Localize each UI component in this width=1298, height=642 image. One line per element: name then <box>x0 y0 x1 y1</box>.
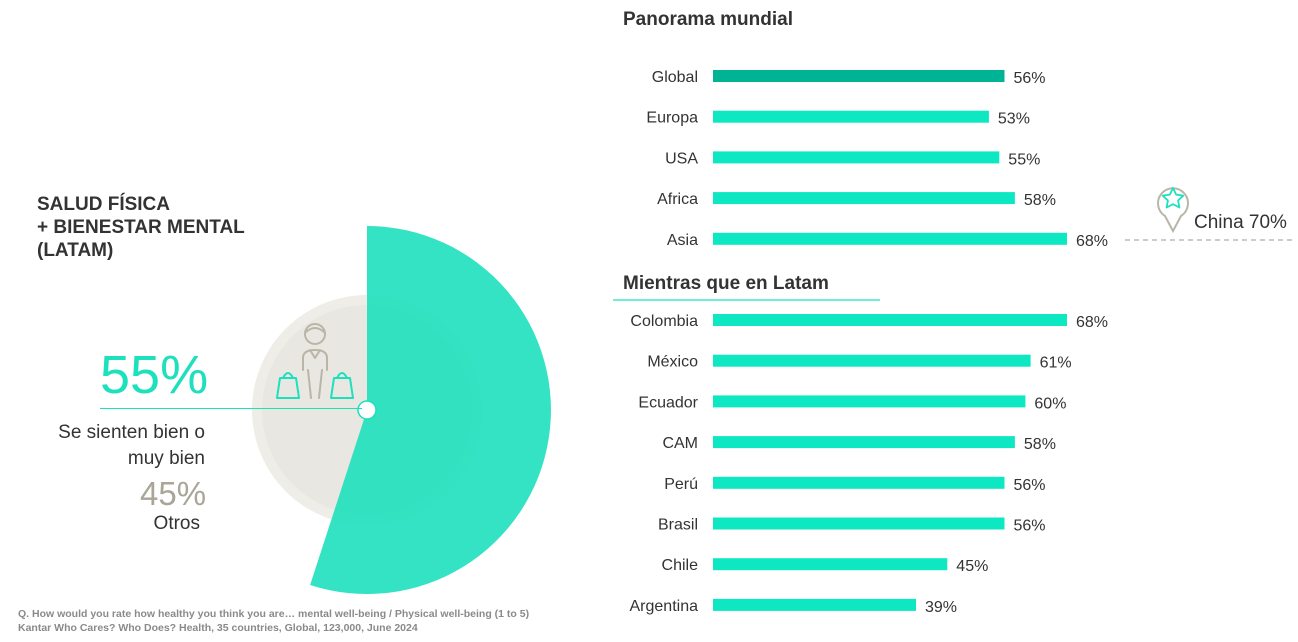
other-value-label: Otros <box>153 513 200 534</box>
pie-chart <box>252 226 551 594</box>
latam-category-label: Argentina <box>630 598 699 615</box>
chart-title-latam: Mientras que en Latam <box>623 273 829 294</box>
world-value-label: 58% <box>1024 192 1056 209</box>
latam-value-label: 39% <box>925 599 957 616</box>
latam-bar-group: Colombia 68% México 61% Ecuador 60% CAM 58% Perú… <box>630 313 1109 616</box>
world-bar <box>713 192 1015 205</box>
china-callout: China 70% <box>1125 187 1292 241</box>
latam-bar <box>713 558 948 571</box>
world-category-label: Asia <box>667 232 698 249</box>
latam-category-label: Brasil <box>658 517 698 534</box>
world-bar <box>713 232 1067 245</box>
person-shopping-icon <box>276 323 354 399</box>
main-value-label: Se sienten bien o muy bien <box>20 420 205 472</box>
main-value-leader-line <box>100 408 362 409</box>
latam-bar <box>713 476 1005 489</box>
star-pin-icon <box>1157 187 1189 234</box>
main-value-label-line-2: muy bien <box>127 448 205 469</box>
latam-category-label: CAM <box>662 435 698 452</box>
world-bar <box>713 110 989 123</box>
left-title: SALUD FÍSICA + BIENESTAR MENTAL (LATAM) <box>37 193 297 262</box>
world-value-label: 55% <box>1008 151 1040 168</box>
world-category-label: USA <box>665 150 698 167</box>
main-value: 55% <box>100 345 209 405</box>
world-value-label: 68% <box>1076 233 1108 250</box>
main-value-label-line-1: Se sienten bien o <box>58 422 205 443</box>
latam-category-label: México <box>647 354 698 371</box>
footnote-line-1: Q. How would you rate how healthy you th… <box>18 608 530 620</box>
left-title-line-2: + BIENESTAR MENTAL <box>37 217 245 238</box>
latam-bar <box>713 598 916 611</box>
latam-bar <box>713 517 1005 530</box>
latam-category-label: Perú <box>664 476 698 493</box>
latam-value-label: 58% <box>1024 436 1056 453</box>
world-category-label: Global <box>652 69 698 86</box>
latam-category-label: Chile <box>662 557 699 574</box>
bar-charts: Panorama mundial Mientras que en Latam G… <box>613 9 1292 616</box>
world-category-label: Europa <box>646 110 698 127</box>
left-title-line-3: (LATAM) <box>37 240 114 261</box>
world-value-label: 53% <box>998 111 1030 128</box>
latam-category-label: Ecuador <box>638 394 698 411</box>
world-bar <box>713 151 1000 164</box>
latam-bar <box>713 436 1015 449</box>
pie-slice-main <box>310 226 551 594</box>
latam-value-label: 68% <box>1076 314 1108 331</box>
slice-marker-dot <box>357 400 377 420</box>
footnote-line-2: Kantar Who Cares? Who Does? Health, 35 c… <box>18 622 418 634</box>
world-bar-group: Global 56% Europa 53% USA 55% Africa 58% Asia 68% <box>646 69 1108 250</box>
footnote: Q. How would you rate how healthy you th… <box>18 607 529 635</box>
callout-label: China 70% <box>1194 212 1287 233</box>
latam-bar <box>713 314 1067 326</box>
other-value: 45% <box>140 475 207 512</box>
world-category-label: Africa <box>657 191 698 208</box>
latam-value-label: 56% <box>1014 518 1046 535</box>
latam-category-label: Colombia <box>630 313 698 330</box>
latam-value-label: 45% <box>956 558 988 575</box>
world-bar <box>713 70 1005 82</box>
left-title-line-1: SALUD FÍSICA <box>37 194 170 215</box>
latam-value-label: 61% <box>1040 355 1072 372</box>
latam-value-label: 56% <box>1014 477 1046 494</box>
star-icon <box>1161 187 1185 209</box>
latam-bar <box>713 395 1026 408</box>
latam-bar <box>713 354 1031 367</box>
latam-value-label: 60% <box>1034 395 1066 412</box>
world-value-label: 56% <box>1014 70 1046 87</box>
chart-title-world: Panorama mundial <box>623 9 793 30</box>
